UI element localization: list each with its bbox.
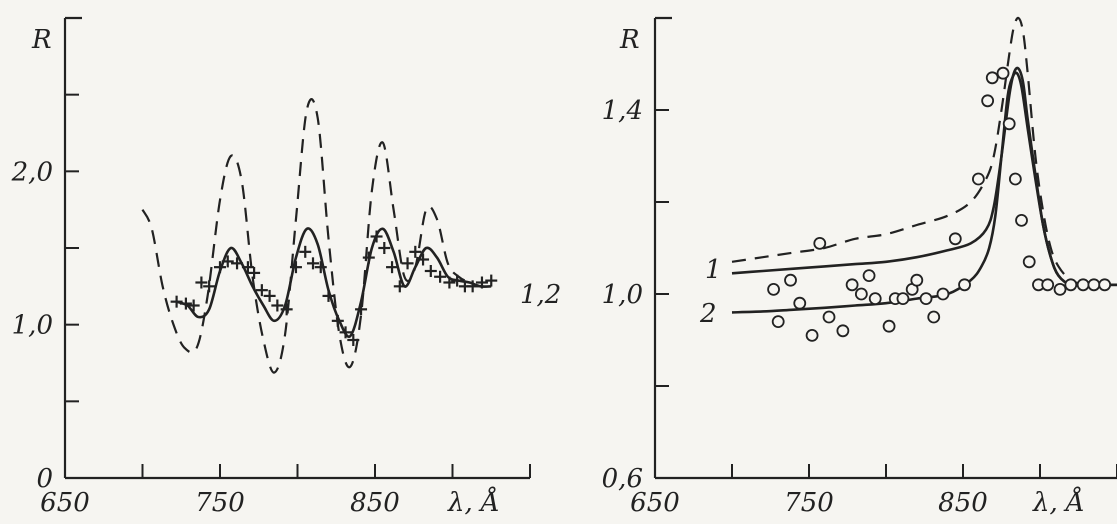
right-data-point <box>919 292 933 306</box>
left-data-point <box>485 274 498 287</box>
left-data-point <box>314 261 327 274</box>
left-data-point <box>451 274 464 287</box>
left-data-point <box>370 230 383 243</box>
left-y-tick-label: 0 <box>36 464 53 494</box>
right-data-point <box>896 292 910 306</box>
left-data-point <box>299 245 312 258</box>
right-data-point <box>1015 213 1028 227</box>
left-curve-label: 1,2 <box>520 280 561 310</box>
left-data-point <box>214 261 226 274</box>
left-x-axis-label: λ, Å <box>447 486 500 518</box>
left-series-dashed-line-0 <box>141 98 492 374</box>
right-data-point <box>771 315 785 329</box>
left-data-point <box>378 242 391 254</box>
right-x-axis-label: λ, Å <box>1032 486 1085 518</box>
left-data-point <box>409 245 422 258</box>
left-data-point <box>347 334 360 346</box>
right-x-tick-label: 750 <box>784 488 834 518</box>
right-data-point <box>1064 278 1078 292</box>
right-data-point <box>981 94 995 108</box>
right-data-point <box>836 324 850 338</box>
right-x-tick-label: 650 <box>630 488 680 518</box>
left-data-point <box>434 270 447 283</box>
left-data-point <box>355 303 368 316</box>
right-data-point <box>1053 282 1067 296</box>
right-y-tick-label: 1,4 <box>602 96 643 126</box>
right-data-point <box>767 282 780 296</box>
right-chart: 0,6 1,0 1,4 650 750 850 R λ, Å 1 2 <box>602 16 1117 518</box>
left-data-point <box>255 284 268 297</box>
left-data-point <box>386 261 399 274</box>
left-data-point <box>362 251 375 264</box>
left-data-point <box>203 280 216 293</box>
right-data-point <box>958 278 971 292</box>
left-y-tick-label: 1,0 <box>12 311 53 341</box>
left-data-point <box>331 314 344 327</box>
right-data-point <box>948 232 962 246</box>
left-data-point <box>271 299 284 312</box>
left-data-point <box>322 289 335 302</box>
right-data-point <box>862 269 876 283</box>
left-data-point <box>248 266 261 279</box>
right-data-point <box>936 287 950 301</box>
left-data-point <box>241 261 254 274</box>
right-curve-label-1: 1 <box>705 255 722 285</box>
right-data-point <box>910 273 924 287</box>
right-data-point <box>784 273 797 287</box>
right-data-point <box>972 172 985 186</box>
left-x-tick-label: 850 <box>350 488 400 518</box>
right-data-point <box>805 328 819 342</box>
left-data-point <box>339 326 352 339</box>
left-x-tick-label: 750 <box>195 488 245 518</box>
left-data-point <box>289 261 302 274</box>
left-data-point <box>221 255 234 268</box>
left-data-point <box>443 276 456 289</box>
right-curve-label-2: 2 <box>699 299 717 329</box>
right-data-point <box>1008 172 1022 186</box>
left-data-point <box>231 257 244 270</box>
right-data-point <box>822 310 836 324</box>
left-data-point <box>170 295 183 308</box>
left-data-point <box>466 280 479 293</box>
right-data-point <box>845 278 859 292</box>
left-y-tick-label: 2,0 <box>11 157 53 187</box>
left-data-point <box>393 280 406 293</box>
left-data-point <box>401 257 414 270</box>
left-data-point <box>424 265 437 277</box>
left-data-point <box>187 299 200 312</box>
left-data-point <box>280 303 293 316</box>
right-data-point <box>1076 278 1090 292</box>
right-data-point <box>793 296 807 310</box>
left-data-point <box>263 289 276 302</box>
right-data-point <box>1041 278 1055 292</box>
left-chart: 0 1,0 2,0 650 750 850 R λ, Å 1,2 <box>11 16 561 518</box>
left-data-point <box>195 276 208 289</box>
right-y-tick-label: 0,6 <box>602 464 643 494</box>
left-y-axis-label: R <box>31 25 52 55</box>
right-data-point <box>1002 117 1016 131</box>
left-series-solid-line-1 <box>176 227 492 339</box>
right-data-point <box>854 287 868 301</box>
left-x-tick-label: 650 <box>40 488 90 518</box>
right-data-point <box>996 66 1010 80</box>
right-y-axis-label: R <box>619 25 640 55</box>
left-data-point <box>179 297 192 310</box>
right-series-dashed-line-0 <box>731 16 1117 287</box>
right-data-point <box>1022 255 1036 269</box>
right-x-tick-label: 850 <box>938 488 988 518</box>
left-data-point <box>307 257 319 270</box>
right-data-point <box>927 310 941 324</box>
left-data-point <box>417 253 430 266</box>
right-data-point <box>1087 278 1101 292</box>
right-data-point <box>882 319 896 333</box>
left-data-point <box>475 276 488 289</box>
right-y-tick-label: 1,0 <box>602 280 643 310</box>
right-data-point <box>985 71 999 85</box>
right-data-point <box>868 292 882 306</box>
right-data-point <box>813 236 827 250</box>
right-data-point <box>1098 278 1112 292</box>
